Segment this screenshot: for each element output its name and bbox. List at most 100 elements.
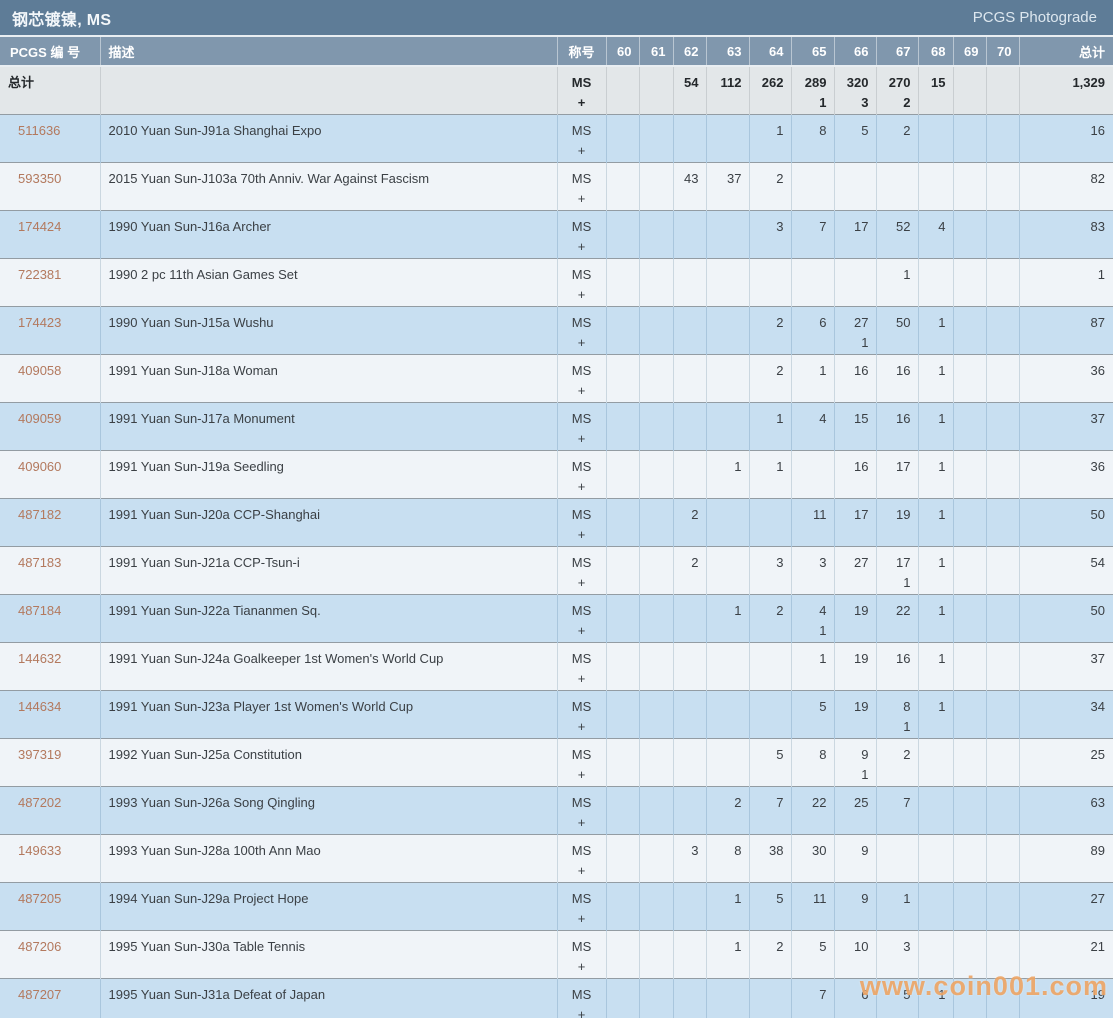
pcgs-number-link[interactable]: 409058 [18, 363, 62, 378]
grade-ms-count: 1 [776, 459, 784, 474]
pcgs-number-link[interactable]: 487206 [18, 939, 62, 954]
col-header-pcgs-number: PCGS 编 号 [0, 37, 100, 67]
grade-cell-60 [605, 642, 639, 691]
totals-grand-total: 1,329 [1018, 66, 1113, 115]
pcgs-number-cell: 397319 [0, 739, 100, 787]
grade-cell-65: 7 [790, 978, 834, 1018]
totals-grade-66: 320 3 [833, 66, 876, 115]
coin-description: 1991 Yuan Sun-J24a Goalkeeper 1st Women'… [99, 642, 557, 691]
totals-designation-cell: MS + [556, 66, 606, 115]
pcgs-number-link[interactable]: 487202 [18, 795, 62, 810]
row-total: 16 [1018, 114, 1113, 163]
grade-cell-61 [638, 258, 673, 307]
grade-cell-60 [605, 258, 639, 307]
grade-ms-count: 38 [769, 843, 784, 858]
designation-plus: + [577, 431, 586, 446]
grade-ms-count: 1 [903, 891, 911, 906]
grade-cell-70 [985, 498, 1019, 547]
pcgs-number-link[interactable]: 409060 [18, 459, 62, 474]
grade-cell-69 [952, 882, 986, 931]
coin-description: 1990 Yuan Sun-J16a Archer [99, 210, 557, 259]
pcgs-number-link[interactable]: 487183 [18, 555, 62, 570]
grade-cell-67: 19 [875, 498, 918, 547]
pcgs-number-link[interactable]: 487205 [18, 891, 62, 906]
designation-cell: MS + [556, 402, 606, 451]
designation-plus: + [577, 287, 586, 302]
grade-ms-count: 9 [861, 747, 869, 762]
row-total: 25 [1018, 738, 1113, 787]
titlebar: 钢芯镀镍, MS PCGS Photograde [0, 0, 1113, 37]
designation-plus: + [577, 719, 586, 734]
pcgs-number-cell: 722381 [0, 259, 100, 307]
photograde-link[interactable]: PCGS Photograde [972, 9, 1097, 26]
designation-ms: MS [571, 171, 592, 186]
grade-ms-count: 5 [861, 123, 869, 138]
table-row: 397319 1992 Yuan Sun-J25a Constitution M… [0, 738, 1113, 787]
row-total: 27 [1018, 882, 1113, 931]
grade-cell-68 [917, 258, 953, 307]
grade-ms-count: 1 [776, 123, 784, 138]
grade-cell-66: 19 [833, 594, 876, 643]
grade-ms-count: 2 [691, 555, 699, 570]
grade-cell-70 [985, 738, 1019, 787]
grade-cell-66: 27 1 [833, 306, 876, 355]
pcgs-number-link[interactable]: 144634 [18, 699, 62, 714]
grade-ms-count: 5 [776, 747, 784, 762]
designation-ms: MS [571, 459, 592, 474]
grade-cell-70 [985, 354, 1019, 403]
pcgs-number-link[interactable]: 487182 [18, 507, 62, 522]
pcgs-number-link[interactable]: 144632 [18, 651, 62, 666]
coin-description: 2015 Yuan Sun-J103a 70th Anniv. War Agai… [99, 162, 557, 211]
table-row: 409058 1991 Yuan Sun-J18a Woman MS + 2 1… [0, 354, 1113, 403]
pcgs-number-link[interactable]: 174424 [18, 219, 62, 234]
grade-cell-65: 8 [790, 738, 834, 787]
coin-description: 1991 Yuan Sun-J17a Monument [99, 402, 557, 451]
designation-plus: + [577, 815, 586, 830]
designation-plus: + [577, 575, 586, 590]
totals-description-empty [99, 66, 557, 115]
grade-ms-count: 1 [938, 555, 946, 570]
designation-plus: + [577, 143, 586, 158]
designation-ms: MS [571, 891, 592, 906]
col-header-grade-70: 70 [985, 37, 1019, 67]
pcgs-number-link[interactable]: 397319 [18, 747, 62, 762]
pcgs-number-link[interactable]: 487184 [18, 603, 62, 618]
pcgs-number-cell: 144632 [0, 643, 100, 691]
grade-cell-60 [605, 210, 639, 259]
pcgs-number-cell: 149633 [0, 835, 100, 883]
pcgs-number-cell: 144634 [0, 691, 100, 739]
grade-ms-count: 30 [812, 843, 827, 858]
pcgs-number-link[interactable]: 409059 [18, 411, 62, 426]
grade-cell-63 [705, 210, 749, 259]
designation-ms: MS [571, 651, 592, 666]
grade-cell-66: 6 [833, 978, 876, 1018]
table-row: 149633 1993 Yuan Sun-J28a 100th Ann Mao … [0, 834, 1113, 883]
pcgs-number-link[interactable]: 593350 [18, 171, 62, 186]
pcgs-number-link[interactable]: 174423 [18, 315, 62, 330]
grade-cell-61 [638, 450, 673, 499]
pcgs-number-link[interactable]: 487207 [18, 987, 62, 1002]
grade-cell-61 [638, 930, 673, 979]
grade-cell-61 [638, 642, 673, 691]
grade-cell-64 [748, 978, 791, 1018]
grade-plus-count: 1 [861, 335, 869, 350]
grade-cell-65: 7 [790, 210, 834, 259]
designation-plus: + [577, 383, 586, 398]
grade-ms-count: 16 [896, 651, 911, 666]
designation-ms: MS [571, 747, 592, 762]
grade-cell-70 [985, 546, 1019, 595]
designation-ms: MS [571, 219, 592, 234]
pcgs-number-link[interactable]: 722381 [18, 267, 62, 282]
grade-cell-68 [917, 930, 953, 979]
table-row: 144632 1991 Yuan Sun-J24a Goalkeeper 1st… [0, 642, 1113, 691]
designation-cell: MS + [556, 210, 606, 259]
designation-cell: MS + [556, 114, 606, 163]
grade-cell-68 [917, 738, 953, 787]
pcgs-number-link[interactable]: 511636 [18, 123, 61, 138]
pcgs-number-cell: 409058 [0, 355, 100, 403]
grade-ms-count: 43 [684, 171, 699, 186]
grade-ms-count: 1 [819, 363, 827, 378]
grade-cell-66 [833, 258, 876, 307]
pcgs-number-link[interactable]: 149633 [18, 843, 62, 858]
grade-ms-count: 6 [819, 315, 827, 330]
